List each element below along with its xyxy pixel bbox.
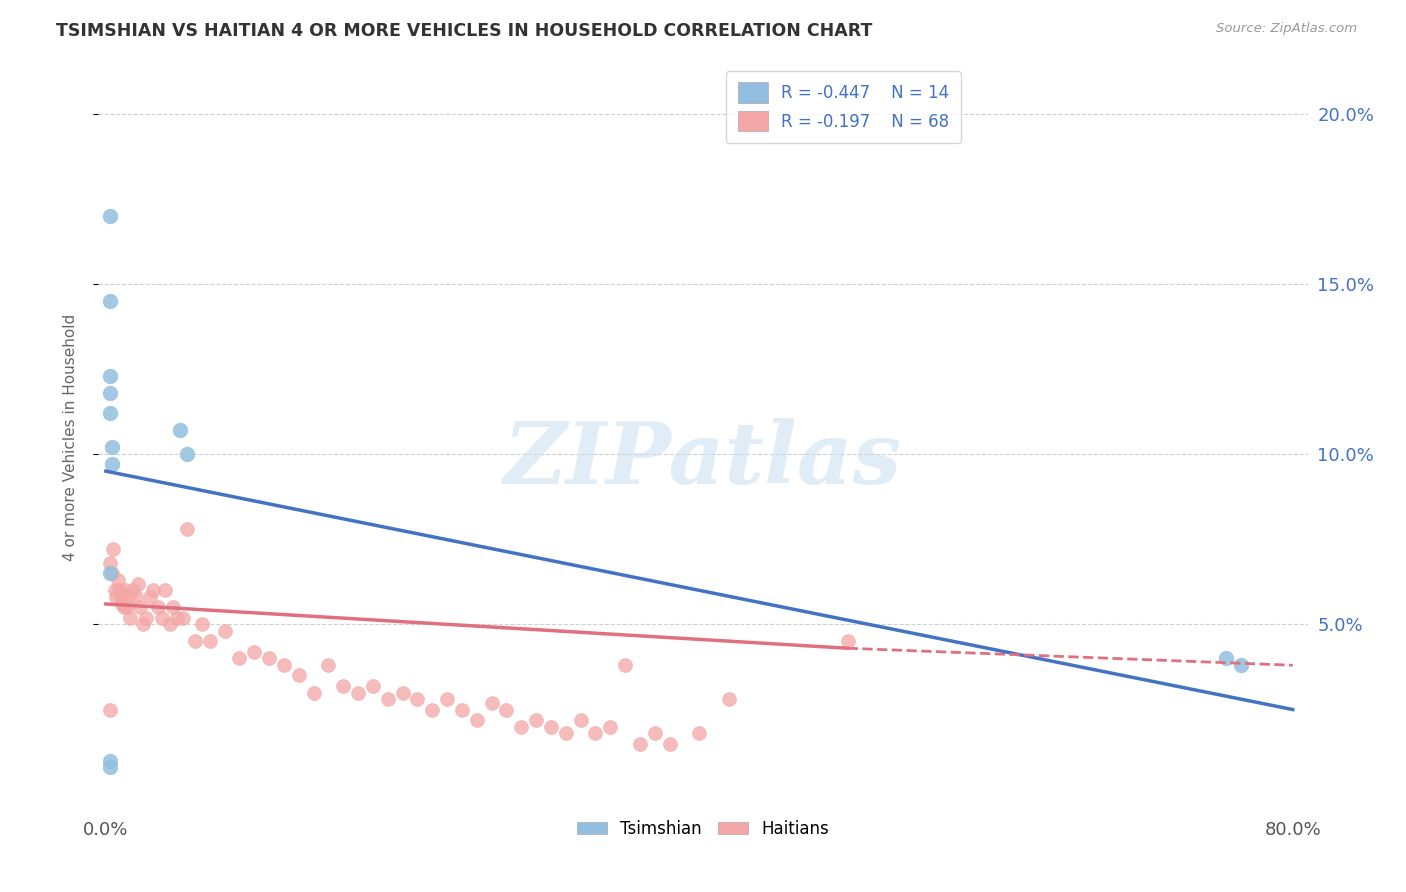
- Point: [132, 617, 155, 632]
- Point: [108, 583, 131, 598]
- Point: [98, 368, 121, 383]
- Point: [107, 573, 129, 587]
- Point: [583, 726, 606, 740]
- Point: [142, 583, 165, 598]
- Point: [166, 610, 188, 624]
- Point: [103, 542, 125, 557]
- Point: [121, 583, 143, 598]
- Point: [318, 658, 340, 673]
- Point: [614, 658, 637, 673]
- Point: [112, 600, 135, 615]
- Y-axis label: 4 or more Vehicles in Household: 4 or more Vehicles in Household: [63, 313, 77, 561]
- Point: [287, 668, 309, 682]
- Legend: Tsimshian, Haitians: Tsimshian, Haitians: [569, 814, 837, 845]
- Point: [184, 634, 207, 648]
- Point: [377, 692, 399, 706]
- Point: [129, 600, 152, 615]
- Point: [169, 423, 191, 437]
- Point: [302, 685, 325, 699]
- Point: [361, 679, 384, 693]
- Point: [176, 447, 198, 461]
- Point: [191, 617, 214, 632]
- Point: [628, 737, 651, 751]
- Point: [117, 590, 139, 604]
- Point: [214, 624, 236, 639]
- Point: [688, 726, 710, 740]
- Point: [495, 702, 517, 716]
- Point: [1230, 658, 1253, 673]
- Point: [98, 754, 121, 768]
- Point: [104, 583, 127, 598]
- Point: [347, 685, 370, 699]
- Point: [139, 590, 162, 604]
- Point: [105, 590, 128, 604]
- Point: [481, 696, 503, 710]
- Point: [465, 713, 488, 727]
- Point: [135, 610, 157, 624]
- Point: [524, 713, 547, 727]
- Point: [554, 726, 576, 740]
- Point: [172, 610, 194, 624]
- Point: [599, 720, 621, 734]
- Point: [569, 713, 592, 727]
- Point: [644, 726, 666, 740]
- Point: [150, 610, 173, 624]
- Point: [540, 720, 562, 734]
- Point: [658, 737, 681, 751]
- Point: [510, 720, 533, 734]
- Point: [243, 645, 266, 659]
- Point: [98, 556, 121, 570]
- Point: [176, 522, 198, 536]
- Point: [153, 583, 176, 598]
- Text: TSIMSHIAN VS HAITIAN 4 OR MORE VEHICLES IN HOUSEHOLD CORRELATION CHART: TSIMSHIAN VS HAITIAN 4 OR MORE VEHICLES …: [56, 22, 873, 40]
- Point: [98, 209, 121, 223]
- Point: [837, 634, 859, 648]
- Point: [198, 634, 221, 648]
- Text: ZIPatlas: ZIPatlas: [503, 417, 903, 501]
- Point: [332, 679, 354, 693]
- Point: [420, 702, 443, 716]
- Text: Source: ZipAtlas.com: Source: ZipAtlas.com: [1216, 22, 1357, 36]
- Point: [273, 658, 295, 673]
- Point: [1215, 651, 1237, 665]
- Point: [124, 590, 146, 604]
- Point: [98, 293, 121, 308]
- Point: [100, 440, 122, 454]
- Point: [159, 617, 181, 632]
- Point: [111, 597, 134, 611]
- Point: [257, 651, 280, 665]
- Point: [436, 692, 458, 706]
- Point: [110, 590, 132, 604]
- Point: [100, 458, 122, 472]
- Point: [391, 685, 413, 699]
- Point: [115, 600, 138, 615]
- Point: [100, 566, 122, 581]
- Point: [98, 760, 121, 774]
- Point: [146, 600, 169, 615]
- Point: [406, 692, 429, 706]
- Point: [114, 583, 136, 598]
- Point: [98, 702, 121, 716]
- Point: [118, 610, 141, 624]
- Point: [98, 385, 121, 400]
- Point: [98, 566, 121, 581]
- Point: [162, 600, 184, 615]
- Point: [717, 692, 740, 706]
- Point: [228, 651, 250, 665]
- Point: [451, 702, 474, 716]
- Point: [127, 576, 149, 591]
- Point: [98, 406, 121, 420]
